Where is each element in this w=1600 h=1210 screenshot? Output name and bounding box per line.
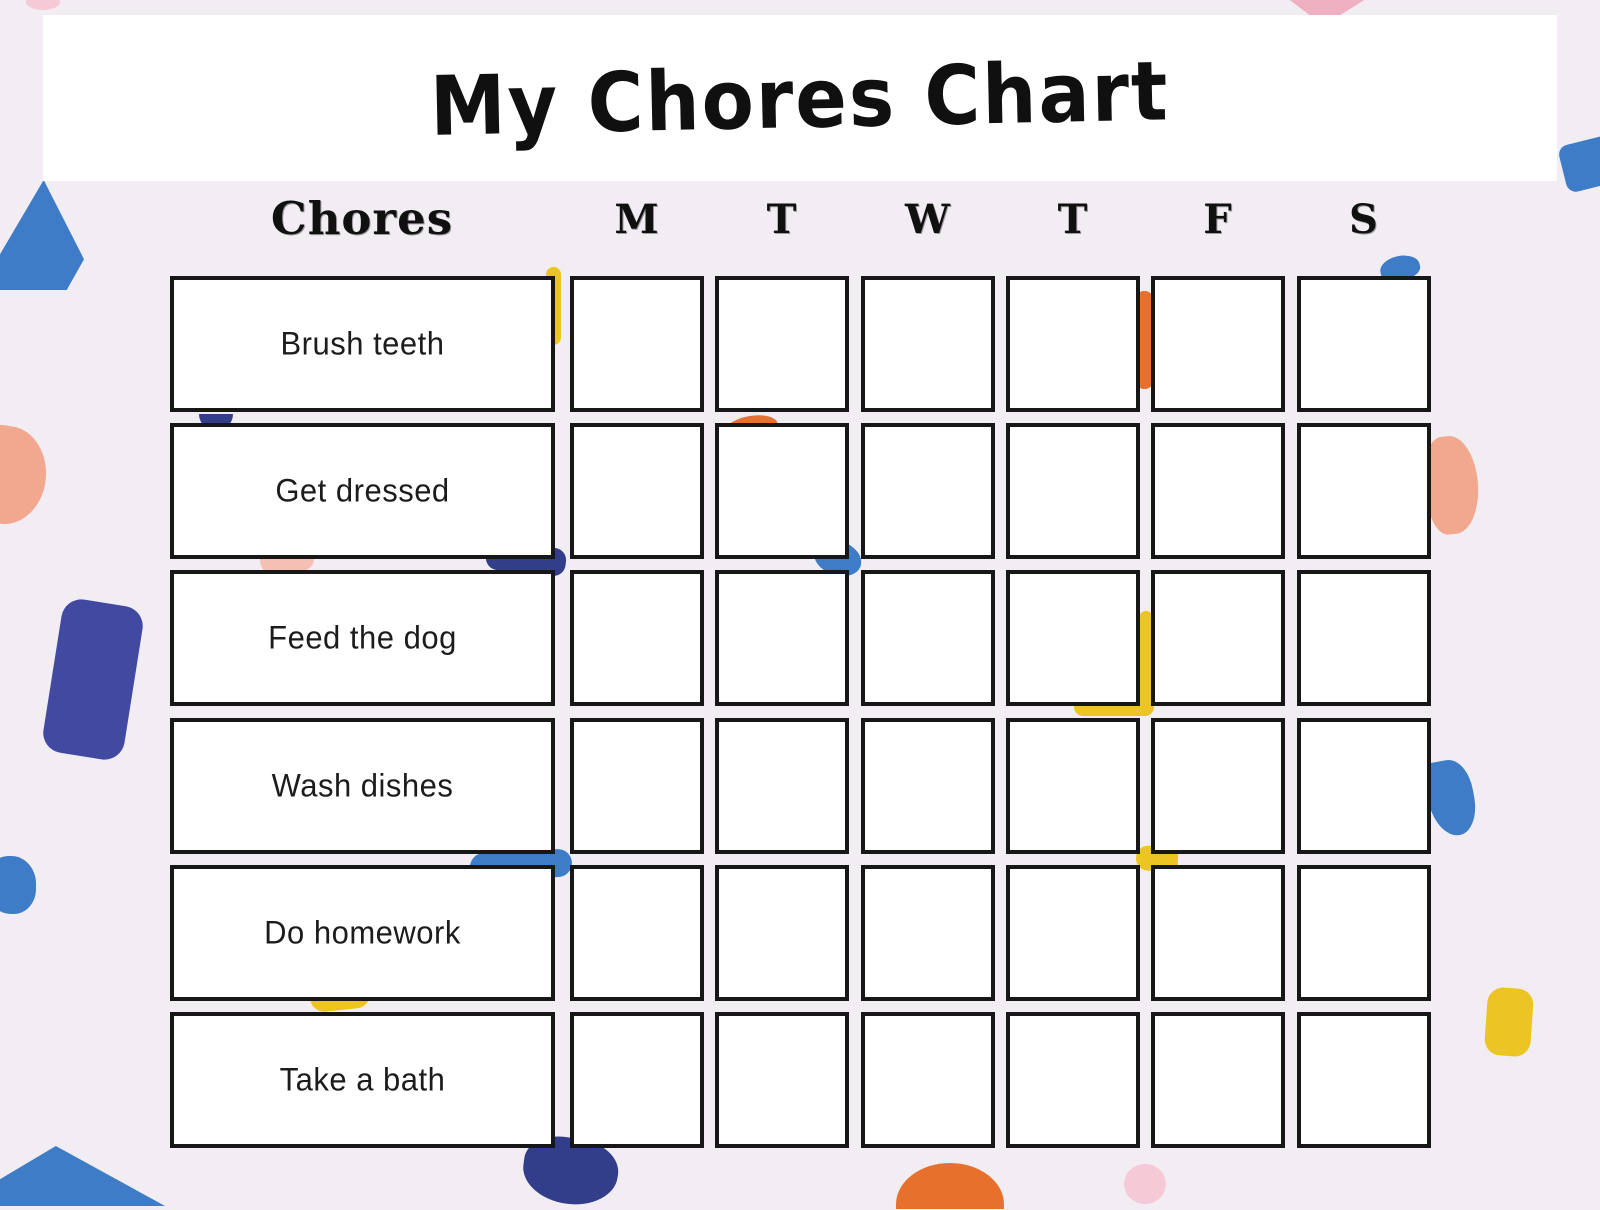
column-header-wednesday: W: [905, 196, 951, 243]
confetti-orange-dome-bottom: [896, 1163, 1004, 1209]
page-title: My Chores Chart: [429, 42, 1171, 154]
day-checkbox-cell[interactable]: [1297, 865, 1431, 1001]
chore-label-cell: Wash dishes: [170, 718, 555, 854]
day-checkbox-cell[interactable]: [570, 570, 704, 706]
day-checkbox-cell[interactable]: [1297, 276, 1431, 412]
chore-label: Take a bath: [279, 1061, 446, 1098]
title-banner: My Chores Chart: [43, 15, 1557, 181]
day-checkbox-cell[interactable]: [715, 423, 849, 559]
chore-label-cell: Get dressed: [170, 423, 555, 559]
day-checkbox-cell[interactable]: [861, 1012, 995, 1148]
day-checkbox-cell[interactable]: [715, 1012, 849, 1148]
column-header-thursday: T: [1057, 196, 1089, 243]
day-checkbox-cell[interactable]: [715, 276, 849, 412]
confetti-blue-rect-right-top: [1556, 134, 1600, 194]
day-checkbox-cell[interactable]: [1151, 1012, 1285, 1148]
chore-label-cell: Take a bath: [170, 1012, 555, 1148]
day-checkbox-cell[interactable]: [1151, 718, 1285, 854]
confetti-salmon-blob-left: [0, 420, 53, 530]
day-checkbox-cell[interactable]: [861, 570, 995, 706]
day-checkbox-cell[interactable]: [1006, 718, 1140, 854]
confetti-blue-blob-left-edge: [0, 856, 36, 914]
day-checkbox-cell[interactable]: [1151, 423, 1285, 559]
confetti-pink-dot-top-left: [26, 0, 60, 10]
day-checkbox-cell[interactable]: [1006, 865, 1140, 1001]
day-checkbox-cell[interactable]: [1006, 1012, 1140, 1148]
day-checkbox-cell[interactable]: [1297, 1012, 1431, 1148]
column-header-friday: F: [1203, 196, 1233, 243]
day-checkbox-cell[interactable]: [1297, 423, 1431, 559]
column-header-monday: M: [614, 196, 660, 243]
day-checkbox-cell[interactable]: [1151, 276, 1285, 412]
column-header-saturday: S: [1349, 196, 1379, 243]
day-checkbox-cell[interactable]: [1151, 865, 1285, 1001]
day-checkbox-cell[interactable]: [861, 865, 995, 1001]
column-header-tuesday: T: [766, 196, 798, 243]
confetti-blue-triangle-top-left: [0, 180, 84, 290]
day-checkbox-cell[interactable]: [715, 718, 849, 854]
day-checkbox-cell[interactable]: [861, 276, 995, 412]
confetti-pink-dot-bottom: [1124, 1164, 1166, 1204]
day-checkbox-cell[interactable]: [570, 718, 704, 854]
chore-label-cell: Do homework: [170, 865, 555, 1001]
day-checkbox-cell[interactable]: [570, 1012, 704, 1148]
day-checkbox-cell[interactable]: [861, 423, 995, 559]
day-checkbox-cell[interactable]: [715, 865, 849, 1001]
confetti-yellow-rect-bottom-right: [1483, 986, 1535, 1058]
day-checkbox-cell[interactable]: [570, 276, 704, 412]
confetti-indigo-stick-left: [40, 596, 146, 763]
day-checkbox-cell[interactable]: [1006, 423, 1140, 559]
chore-label: Get dressed: [275, 472, 450, 509]
confetti-blue-mountain-bottom-left: [0, 1146, 165, 1206]
chore-label-cell: Feed the dog: [170, 570, 555, 706]
chore-label: Feed the dog: [268, 619, 457, 656]
day-checkbox-cell[interactable]: [1297, 570, 1431, 706]
day-checkbox-cell[interactable]: [570, 865, 704, 1001]
chore-label: Wash dishes: [271, 767, 454, 804]
day-checkbox-cell[interactable]: [1297, 718, 1431, 854]
day-checkbox-cell[interactable]: [1006, 570, 1140, 706]
day-checkbox-cell[interactable]: [570, 423, 704, 559]
chore-label-cell: Brush teeth: [170, 276, 555, 412]
chore-label: Do homework: [264, 914, 461, 951]
chore-label: Brush teeth: [280, 325, 445, 362]
confetti-yellow-l-vertical-row3: [1139, 611, 1153, 713]
confetti-orange-strip-row1: [1136, 291, 1153, 389]
day-checkbox-cell[interactable]: [1006, 276, 1140, 412]
day-checkbox-cell[interactable]: [715, 570, 849, 706]
day-checkbox-cell[interactable]: [861, 718, 995, 854]
column-header-chores: Chores: [270, 192, 454, 245]
day-checkbox-cell[interactable]: [1151, 570, 1285, 706]
